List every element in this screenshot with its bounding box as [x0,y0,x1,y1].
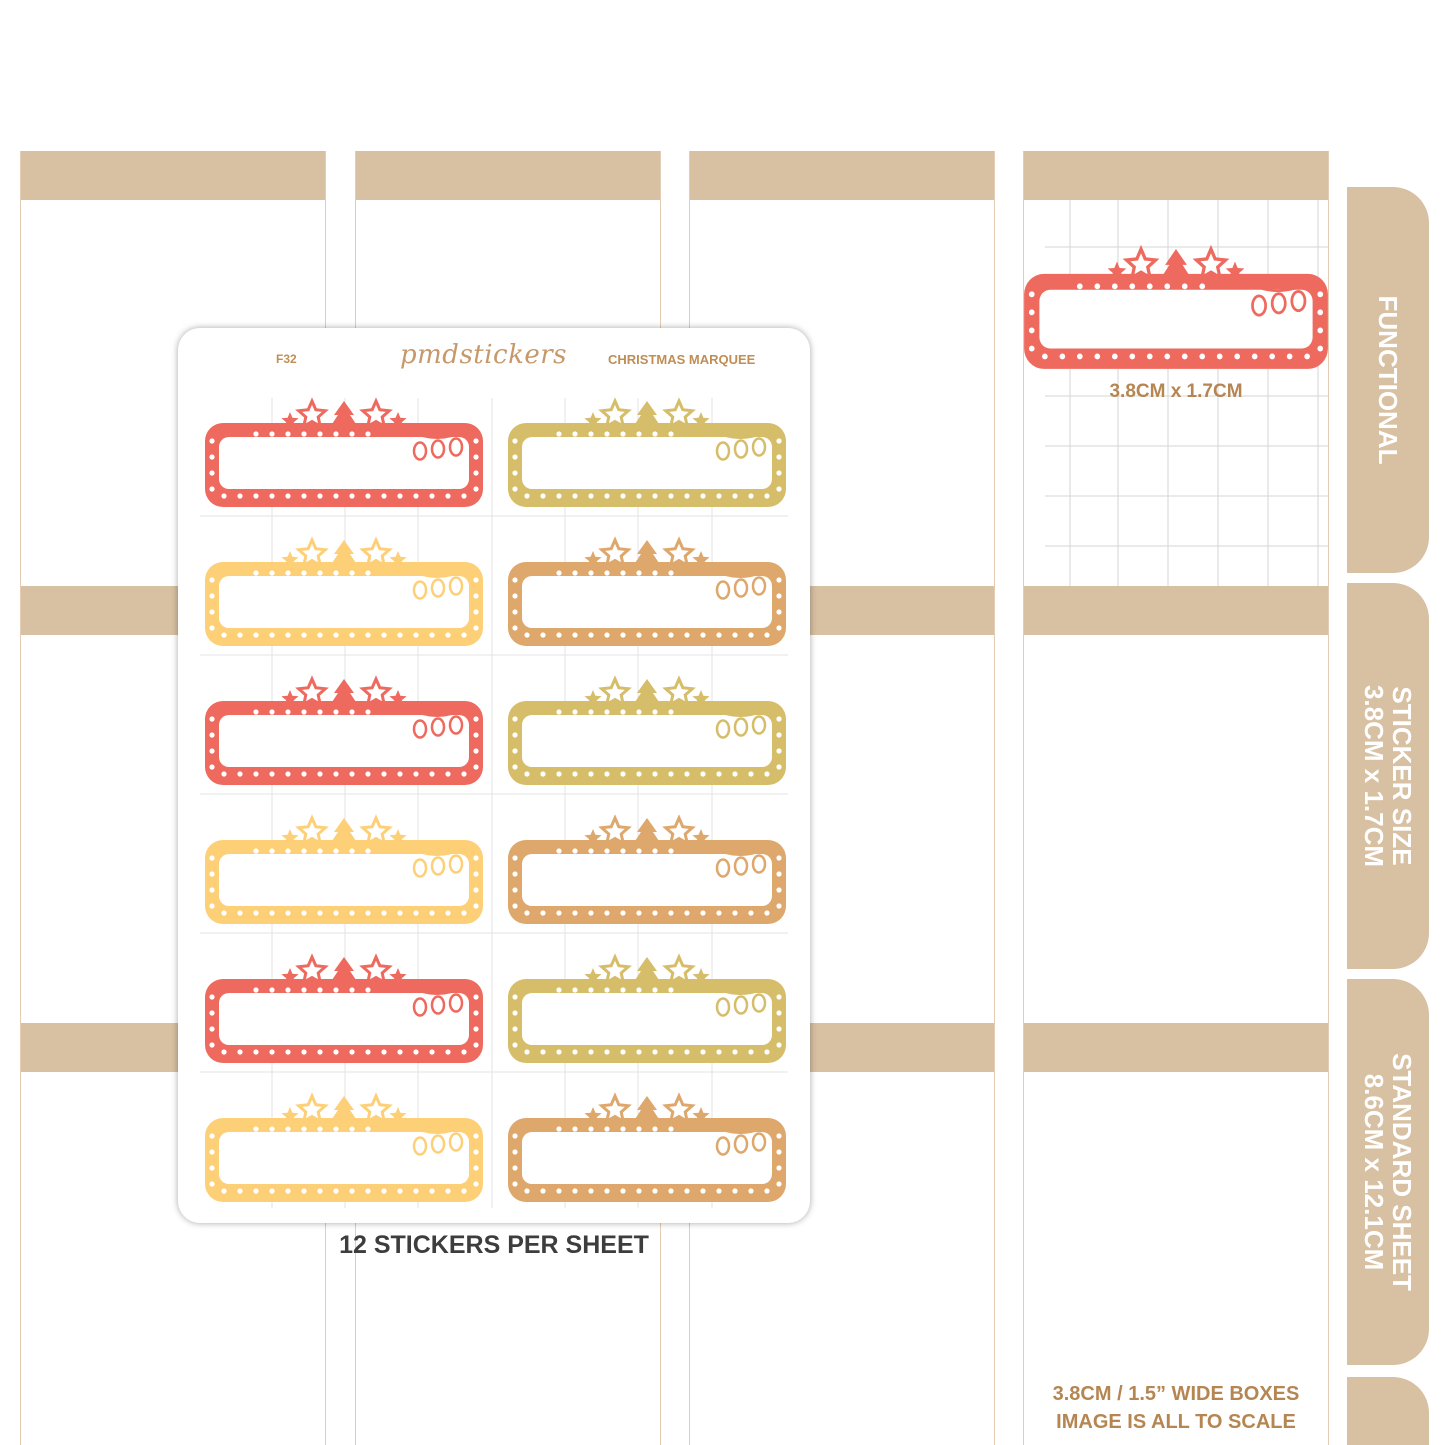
footer-note-line1: 3.8CM / 1.5” WIDE BOXES [1052,1383,1300,1405]
brand-logo: pmdstickers [400,340,568,370]
tab-sticker-size-label: STICKER SIZE 3.8CM x 1.7CM [1359,684,1417,868]
tab-functional-label: FUNCTIONAL [1373,295,1403,465]
marquee-sticker [204,810,484,925]
marquee-sticker [204,671,484,786]
marquee-sticker [507,810,787,925]
sticker-sheet: F32 pmdstickers CHRISTMAS MARQUEE [178,328,810,1223]
marquee-sticker [204,949,484,1064]
tab-sticker-size[interactable]: STICKER SIZE 3.8CM x 1.7CM [1347,583,1429,969]
marquee-sticker [507,949,787,1064]
sheet-title: CHRISTMAS MARQUEE [608,352,756,367]
sample-size-caption: 3.8CM x 1.7CM [1109,381,1243,402]
footer-note-line2: IMAGE IS ALL TO SCALE [1056,1411,1296,1433]
marquee-sticker [507,671,787,786]
column-header-band [356,151,660,200]
tab-partial[interactable] [1347,1377,1429,1445]
tab-functional[interactable]: FUNCTIONAL [1347,187,1429,573]
per-sheet-caption: 12 STICKERS PER SHEET [339,1231,649,1259]
sheet-code: F32 [276,352,297,366]
footer-note: 3.8CM / 1.5” WIDE BOXES IMAGE IS ALL TO … [1023,1380,1329,1436]
marquee-sticker [204,532,484,647]
tab-standard-sheet-label: STANDARD SHEET 8.6CM x 12.1CM [1359,1053,1417,1291]
column-header-band [21,151,325,200]
marquee-sticker [507,1088,787,1203]
sample-sticker [1023,240,1329,370]
marquee-sticker [507,532,787,647]
column-lower-band [1024,1023,1328,1072]
marquee-sticker [204,393,484,508]
sheet-grid-lines [200,398,788,1208]
column-mid-band [1024,586,1328,635]
marquee-sticker [204,1088,484,1203]
tab-standard-sheet[interactable]: STANDARD SHEET 8.6CM x 12.1CM [1347,979,1429,1365]
column-header-band [690,151,994,200]
marquee-sticker [507,393,787,508]
planner-column-4 [1023,151,1329,1445]
column-header-band [1024,151,1328,200]
